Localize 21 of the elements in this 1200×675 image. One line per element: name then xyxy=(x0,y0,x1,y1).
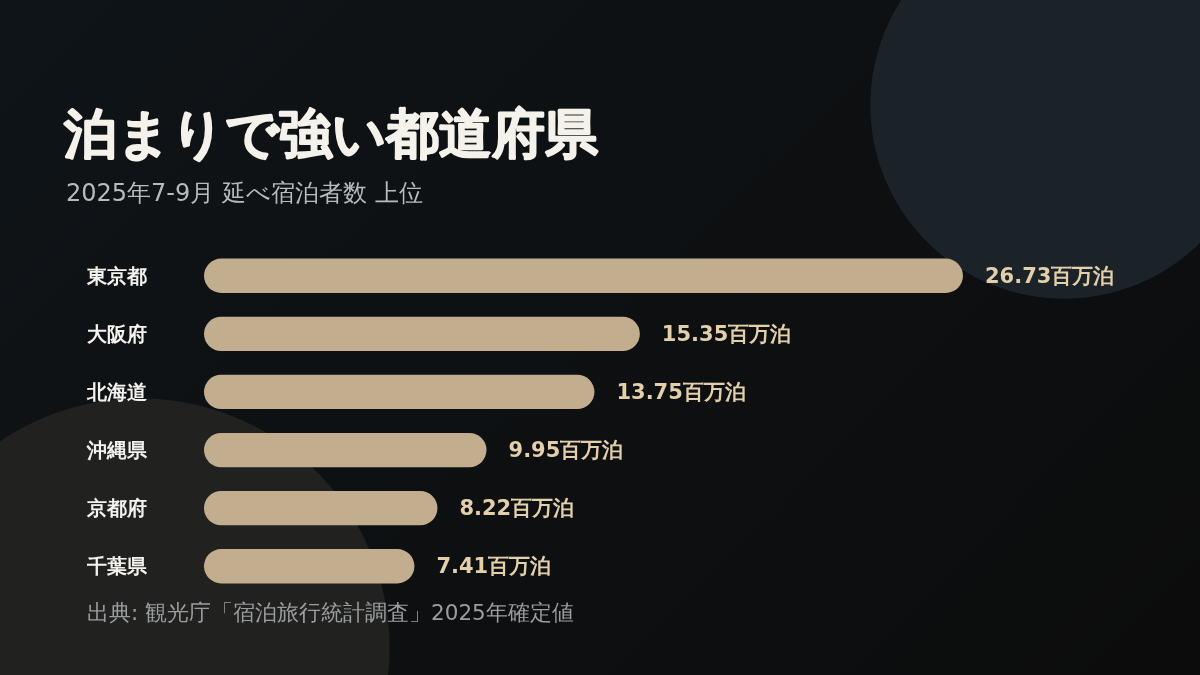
bar xyxy=(204,374,595,410)
y-tick-label: 沖縄県 xyxy=(86,438,148,463)
bar xyxy=(204,549,415,584)
y-tick-label: 東京都 xyxy=(86,263,147,288)
data-label: 9.95百万泊 xyxy=(508,438,624,463)
bar xyxy=(204,432,487,468)
y-tick-label: 北海道 xyxy=(86,379,147,404)
data-label: 13.75百万泊 xyxy=(616,379,746,404)
bar xyxy=(204,316,640,351)
data-label: 8.22百万泊 xyxy=(459,496,575,521)
data-label: 15.35百万泊 xyxy=(661,321,792,346)
data-label: 26.73百万泊 xyxy=(985,263,1115,288)
bar xyxy=(204,491,438,526)
source-note: 出典: 観光庁「宿泊旅行統計調査」2025年確定値 xyxy=(87,600,574,625)
y-tick-label: 大阪府 xyxy=(87,321,147,346)
y-tick-label: 京都府 xyxy=(86,496,147,521)
bar xyxy=(204,258,963,293)
data-label: 7.41百万泊 xyxy=(436,554,552,579)
chart-title: 泊まりで強い都道府県 xyxy=(63,103,599,164)
y-tick-label: 千葉県 xyxy=(86,554,148,579)
chart-subtitle: 2025年7-9月 延べ宿泊者数 上位 xyxy=(66,179,423,207)
